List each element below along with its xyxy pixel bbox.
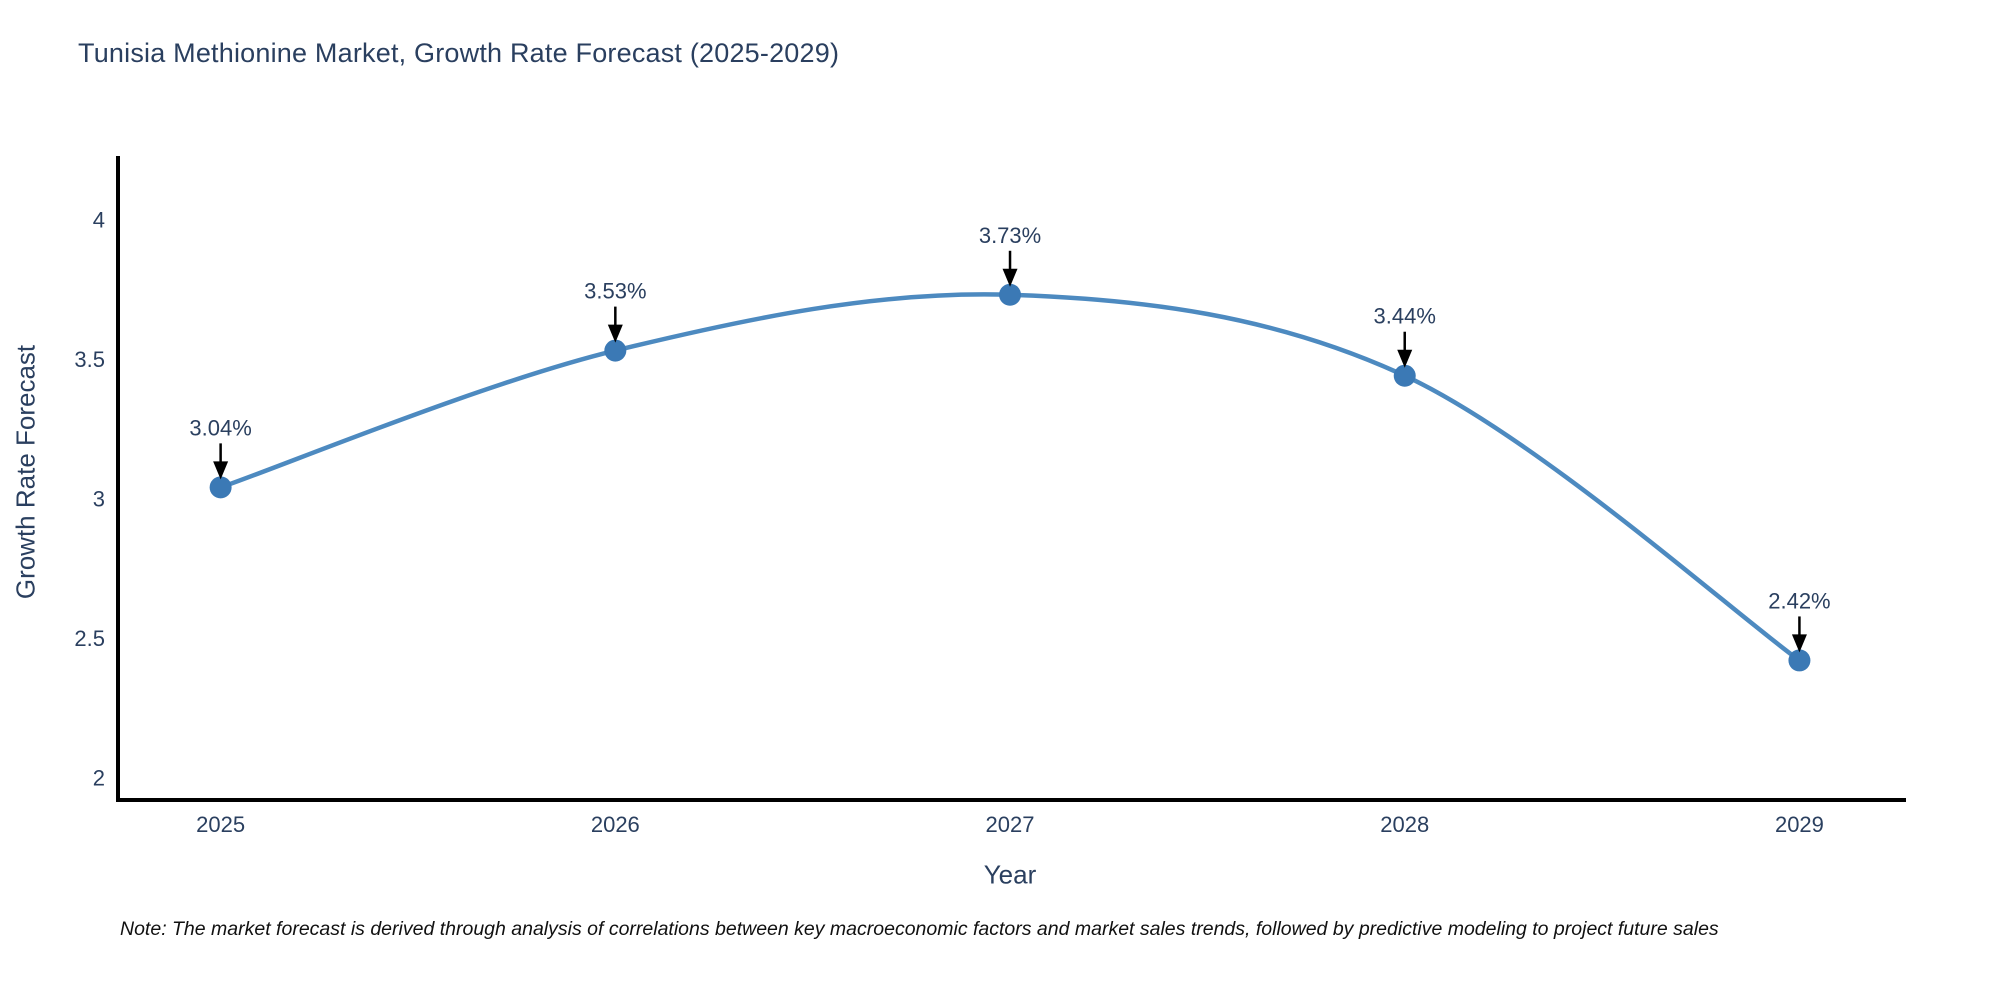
data-point-label: 3.73% [979,223,1041,248]
y-tick-label: 2 [93,766,105,791]
annotation-arrowhead-icon [213,461,229,480]
data-point-label: 3.04% [189,415,251,440]
x-axis-title: Year [983,859,1037,890]
y-tick-label: 4 [93,207,105,232]
forecast-line [218,292,1802,663]
data-point-marker[interactable] [1788,649,1811,672]
y-tick-label: 3 [93,487,105,512]
y-tick-label: 2.5 [74,626,105,651]
data-point-marker[interactable] [604,339,627,362]
data-point-label: 2.42% [1768,588,1830,613]
annotation-arrowhead-icon [607,324,623,343]
x-tick-label: 2026 [591,812,640,837]
y-tick-label: 3.5 [74,347,105,372]
x-tick-label: 2029 [1775,812,1824,837]
data-point-label: 3.53% [584,279,646,304]
data-point-marker[interactable] [209,476,232,499]
x-tick-label: 2025 [196,812,245,837]
annotation-arrowhead-icon [1397,349,1413,368]
annotation-arrowhead-icon [1002,268,1018,287]
data-point-marker[interactable] [999,283,1022,306]
x-tick-label: 2028 [1380,812,1429,837]
footnote: Note: The market forecast is derived thr… [120,918,1719,940]
chart-title: Tunisia Methionine Market, Growth Rate F… [78,38,840,68]
annotation-arrowhead-icon [1791,634,1807,653]
data-point-marker[interactable] [1393,364,1416,387]
x-tick-label: 2027 [986,812,1035,837]
data-point-label: 3.44% [1374,304,1436,329]
